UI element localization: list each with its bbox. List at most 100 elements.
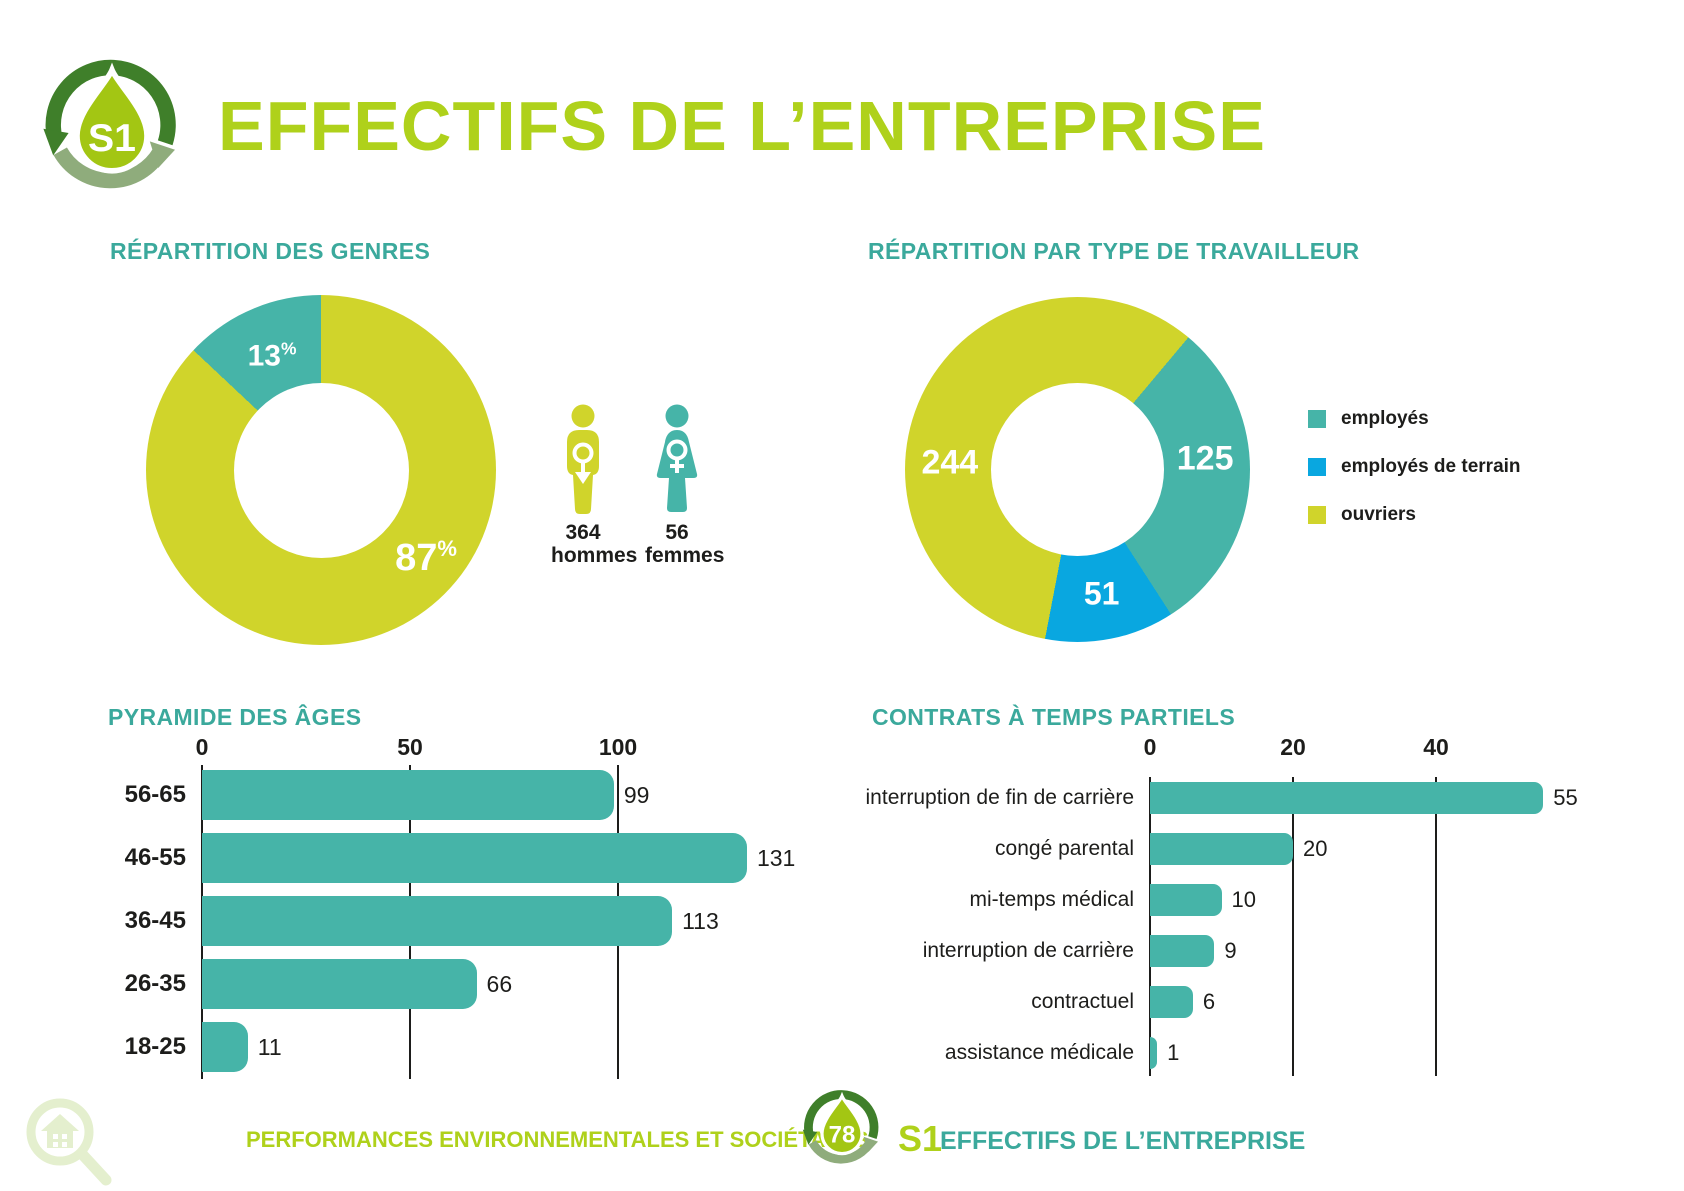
gridline [1292, 777, 1294, 1076]
section-title-contrats: CONTRATS À TEMPS PARTIELS [872, 704, 1236, 730]
legend-item: ouvriers [1308, 504, 1521, 526]
bar-row: contractuel 6 [1031, 986, 1590, 1018]
magnifier-house-watermark-icon [26, 1098, 112, 1186]
footer-report-title: PERFORMANCES ENVIRONNEMENTALES ET SOCIÉT… [246, 1127, 869, 1152]
bar [1150, 1037, 1158, 1069]
value-label: 9 [1224, 938, 1237, 963]
legend-label: ouvriers [1341, 504, 1416, 525]
page-title: EFFECTIFS DE L’ENTREPRISE [218, 87, 1266, 165]
male-icon [567, 404, 599, 514]
plot-area: interruption de fin de carrière 55 congé p… [866, 777, 1590, 1076]
gender-figures: 364 hommes 56 femmes [551, 404, 725, 568]
category-label: mi-temps médical [969, 888, 1134, 911]
footer-section-title: EFFECTIFS DE L’ENTREPRISE [940, 1127, 1306, 1155]
bar-row: 46-55 131 [125, 833, 822, 883]
legend-swatch [1308, 410, 1326, 428]
bar [1150, 884, 1222, 916]
legend-swatch [1308, 506, 1326, 524]
female-count: 56 [665, 521, 689, 544]
value-label: 20 [1303, 836, 1328, 861]
category-label: contractuel [1031, 990, 1134, 1013]
legend-label: employés de terrain [1341, 456, 1521, 477]
bar-row: congé parental 20 [995, 833, 1590, 865]
bar [202, 959, 477, 1009]
bar-row: 56-65 99 [125, 770, 822, 820]
bar [1150, 935, 1215, 967]
female-label: femmes [645, 544, 725, 568]
value-label: 66 [486, 970, 513, 997]
segment-value-label: 13% [247, 338, 297, 373]
part-time-contracts-chart: 0 20 40 interruption de fin de carrière 55 c… [866, 734, 1590, 1088]
category-label: 26-35 [124, 970, 186, 997]
x-axis: 0 50 100 [196, 734, 822, 770]
gender-donut-chart: 13% 87% [146, 295, 496, 645]
worker-type-legend: employés employés de terrain ouvriers [1308, 408, 1521, 552]
value-label: 6 [1202, 989, 1216, 1014]
legend-item: employés [1308, 408, 1521, 430]
legend-label: employés [1341, 408, 1429, 429]
female-figure: 56 femmes [645, 404, 725, 568]
segment-value-label: 244 [921, 443, 979, 482]
bar [202, 770, 614, 820]
section-title-genres: RÉPARTITION DES GENRES [110, 238, 431, 264]
footer-section-code: S1 [898, 1118, 943, 1159]
category-label: 56-65 [124, 781, 186, 808]
bar [1150, 986, 1193, 1018]
plot-area: 56-65 99 46-55 131 36-45 113 26-35 66 18-25 11 [125, 765, 822, 1079]
male-label: hommes [551, 544, 638, 568]
legend-item: employés de terrain [1308, 456, 1521, 478]
bar-row: assistance médicale 1 [945, 1037, 1590, 1069]
bar [1150, 833, 1293, 865]
logo-badge-text: S1 [88, 117, 136, 160]
category-label: interruption de carrière [922, 939, 1134, 962]
segment-value-label: 87% [395, 535, 457, 579]
page-number: 78 [829, 1121, 856, 1148]
bar [202, 1022, 248, 1072]
female-icon [656, 404, 698, 512]
axis-tick-label: 0 [1143, 734, 1157, 760]
male-figure: 364 hommes [551, 404, 638, 568]
worker-type-donut-chart: 244 125 51 [905, 297, 1250, 642]
bar-row: 18-25 11 [125, 1022, 822, 1072]
bar-row: interruption de fin de carrière 55 [866, 782, 1590, 814]
value-label: 10 [1231, 887, 1256, 912]
axis-tick-label: 0 [195, 734, 209, 760]
segment-value-label: 51 [1083, 575, 1120, 612]
gridline [1149, 777, 1151, 1076]
value-label: 99 [623, 781, 650, 808]
value-label: 131 [756, 844, 796, 871]
axis-tick-label: 50 [397, 734, 423, 760]
category-label: assistance médicale [944, 1041, 1134, 1064]
gridline [1435, 777, 1437, 1076]
logo-arrow-sage [53, 147, 167, 189]
age-pyramid-chart: 0 50 100 56-65 99 46-55 131 36-45 113 26-35 66 18-… [125, 734, 822, 1085]
page-number-badge: 78 [802, 1090, 879, 1164]
axis-tick-label: 20 [1280, 734, 1306, 760]
category-label: 46-55 [124, 844, 186, 871]
segment-value-label: 125 [1176, 439, 1234, 478]
bar [1150, 782, 1544, 814]
category-label: interruption de fin de carrière [865, 786, 1134, 809]
bar-row: mi-temps médical 10 [969, 884, 1590, 916]
axis-tick-label: 100 [598, 734, 638, 760]
logo-arrowhead-sage [149, 141, 175, 168]
s1-drop-logo: S1 [43, 59, 176, 189]
axis-tick-label: 40 [1423, 734, 1449, 760]
category-label: congé parental [995, 837, 1134, 860]
male-count: 364 [565, 521, 601, 544]
category-label: 18-25 [124, 1033, 186, 1060]
x-axis: 0 20 40 [1144, 734, 1590, 782]
value-label: 113 [682, 907, 719, 934]
value-label: 11 [257, 1033, 282, 1060]
section-title-ages: PYRAMIDE DES ÂGES [108, 704, 362, 730]
bar-row: 26-35 66 [125, 959, 822, 1009]
bar-row: interruption de carrière 9 [923, 935, 1590, 967]
value-label: 55 [1553, 785, 1578, 810]
section-title-types: RÉPARTITION PAR TYPE DE TRAVAILLEUR [868, 238, 1360, 264]
logo-drop [74, 62, 150, 174]
bar [202, 833, 747, 883]
logo-arrowhead-dark [43, 128, 69, 156]
value-label: 1 [1167, 1040, 1180, 1065]
bar-row: 36-45 113 [125, 896, 822, 946]
